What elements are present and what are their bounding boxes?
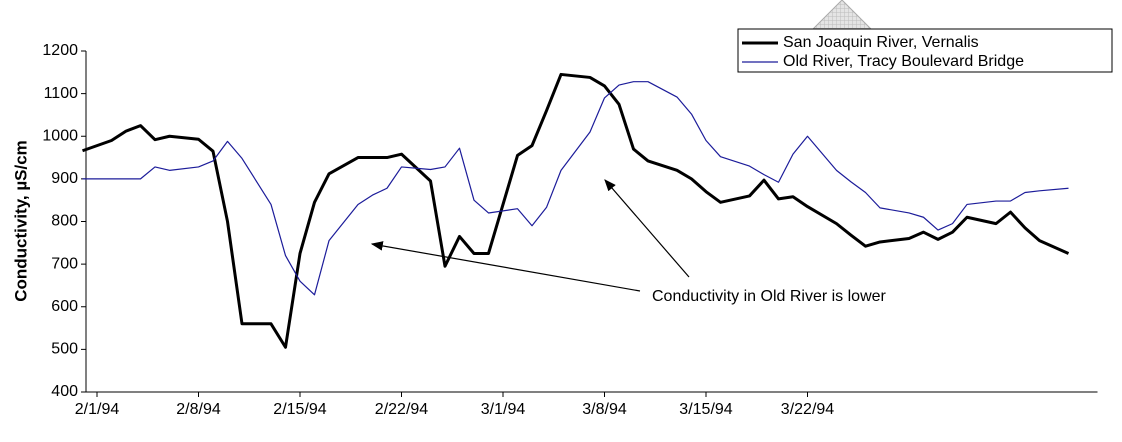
y-tick-label: 500 (51, 341, 78, 358)
y-tick-label: 600 (51, 298, 78, 315)
legend-label: San Joaquin River, Vernalis (783, 34, 979, 51)
series-line (82, 72, 1070, 349)
series-line (82, 81, 1069, 296)
x-tick-label: 3/1/94 (481, 401, 526, 418)
x-tick-label: 2/15/94 (273, 401, 326, 418)
x-tick-label: 3/15/94 (679, 401, 732, 418)
x-tick-label: 3/22/94 (781, 401, 834, 418)
annotation-arrow (604, 179, 690, 278)
y-tick-label: 400 (51, 383, 78, 400)
y-tick-label: 700 (51, 255, 78, 272)
y-tick-label: 1100 (44, 85, 79, 102)
legend-box (737, 28, 1113, 73)
annotation-arrow (370, 241, 641, 292)
y-axis-label: Conductivity, µS/cm (11, 140, 30, 302)
x-tick-label: 2/1/94 (75, 401, 120, 418)
y-tick-label: 1200 (42, 42, 78, 59)
x-tick-label: 2/8/94 (176, 401, 221, 418)
annotation: Conductivity in Old River is lower (652, 288, 887, 305)
y-tick-label: 900 (51, 170, 78, 187)
y-tick-label: 800 (51, 213, 78, 230)
x-tick-label: 3/8/94 (582, 401, 627, 418)
y-tick-label: 1000 (42, 127, 78, 144)
x-tick-label: 2/22/94 (375, 401, 428, 418)
legend-label: Old River, Tracy Boulevard Bridge (783, 53, 1024, 70)
plot-area: 400 500 600 700 800 900 1000 1100 1200 2/1/94 2/8/… (42, 42, 1098, 418)
